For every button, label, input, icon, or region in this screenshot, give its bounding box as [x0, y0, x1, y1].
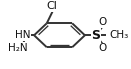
Text: S: S	[92, 29, 101, 42]
Text: O: O	[99, 43, 107, 53]
Text: O: O	[99, 17, 107, 27]
Text: HN: HN	[15, 30, 30, 40]
Text: Cl: Cl	[46, 1, 57, 11]
Text: H₂N: H₂N	[8, 43, 28, 53]
Text: CH₃: CH₃	[109, 30, 128, 40]
